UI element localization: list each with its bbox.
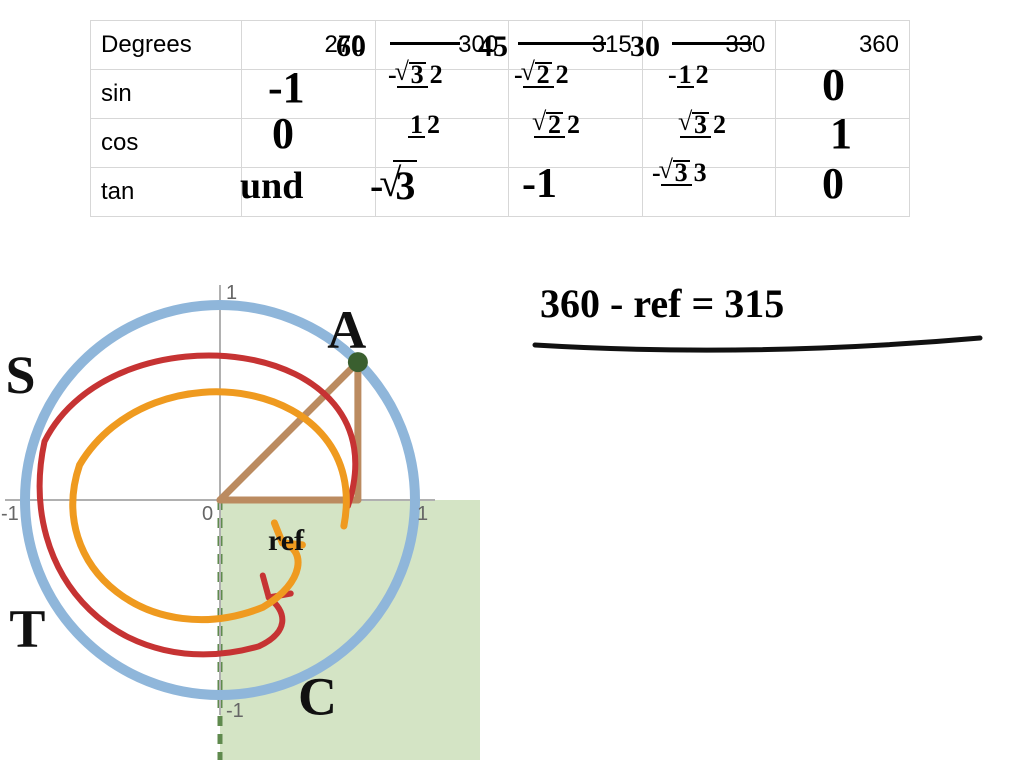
table-row: cos <box>91 119 910 168</box>
equation-underline <box>530 330 990 370</box>
degrees-cell: 360 <box>776 21 910 70</box>
table-row: sin <box>91 70 910 119</box>
degrees-cell: 270 <box>242 21 376 70</box>
svg-text:-1: -1 <box>226 700 244 722</box>
strike-300 <box>390 42 460 45</box>
table-row: Degrees 270 300 315 330 360 <box>91 21 910 70</box>
svg-text:S: S <box>6 345 36 405</box>
svg-text:0: 0 <box>202 503 213 525</box>
unit-circle-svg: 1 1 -1 -1 0 A S T Cref <box>0 260 480 760</box>
svg-text:1: 1 <box>417 503 428 525</box>
table-row: tan <box>91 168 910 217</box>
svg-text:T: T <box>9 598 45 658</box>
svg-text:1: 1 <box>226 282 237 304</box>
degrees-cell: 300 <box>375 21 509 70</box>
degrees-label: Degrees <box>91 21 242 70</box>
tan-label: tan <box>91 168 242 217</box>
svg-text:-1: -1 <box>1 503 19 525</box>
sin-label: sin <box>91 70 242 119</box>
trig-table: Degrees 270 300 315 330 360 sin cos tan <box>90 20 910 217</box>
degrees-cell: 315 <box>509 21 643 70</box>
degrees-cell: 330 <box>642 21 776 70</box>
svg-text:ref: ref <box>268 524 305 557</box>
reference-equation: 360 - ref = 315 <box>540 280 784 327</box>
unit-circle-diagram: 1 1 -1 -1 0 A S T Cref <box>0 260 480 760</box>
svg-text:C: C <box>298 667 337 727</box>
cos-label: cos <box>91 119 242 168</box>
strike-330 <box>672 42 752 45</box>
svg-text:A: A <box>327 300 366 360</box>
strike-315 <box>518 42 606 45</box>
trig-table-grid: Degrees 270 300 315 330 360 sin cos tan <box>90 20 910 217</box>
